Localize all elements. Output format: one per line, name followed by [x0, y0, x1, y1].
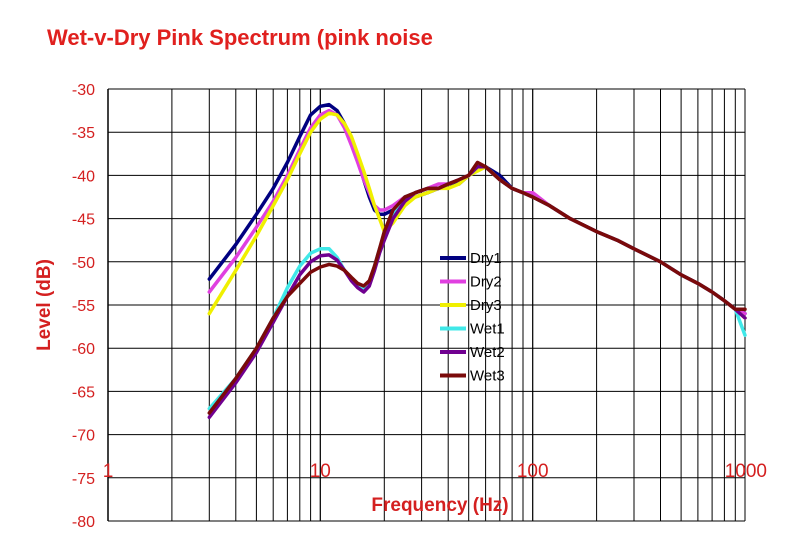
legend-label: Dry1	[470, 250, 502, 267]
y-tick-label: -70	[72, 428, 95, 445]
grid	[107, 88, 746, 522]
y-tick-label: -65	[72, 384, 95, 401]
y-tick-label: -45	[72, 212, 95, 229]
y-tick-label: -50	[72, 255, 95, 272]
legend: Dry1 Dry2 Dry3 Wet1 Wet2 Wet3	[440, 250, 505, 385]
series-line-wet3	[207, 160, 747, 415]
y-axis-title: Level (dB)	[34, 259, 55, 351]
x-tick-label: 100	[517, 461, 549, 482]
y-tick-label: -60	[72, 341, 95, 358]
y-tick-label: -35	[72, 125, 95, 142]
legend-label: Wet3	[470, 368, 505, 385]
x-tick-label: 10	[310, 461, 331, 482]
y-tick-label: -40	[72, 168, 95, 185]
y-tick-label: -80	[72, 514, 95, 531]
x-axis-title: Frequency (Hz)	[371, 495, 508, 516]
legend-label: Wet2	[470, 344, 505, 361]
chart-title: Wet-v-Dry Pink Spectrum (pink noise	[47, 25, 433, 50]
plot-lines	[207, 102, 747, 420]
legend-label: Wet1	[470, 321, 505, 338]
y-tick-label: -30	[72, 82, 95, 99]
y-tick-label: -75	[72, 471, 95, 488]
y-tick-label: -55	[72, 298, 95, 315]
x-tick-label: 1	[103, 461, 114, 482]
legend-label: Dry3	[470, 297, 502, 314]
x-tick-label: 1000	[725, 461, 767, 482]
legend-label: Dry2	[470, 274, 502, 291]
axes: -30 -35 -40 -45 -50 -55 -60 -65 -70 -75 -80 1 10 100 1…	[72, 82, 767, 531]
